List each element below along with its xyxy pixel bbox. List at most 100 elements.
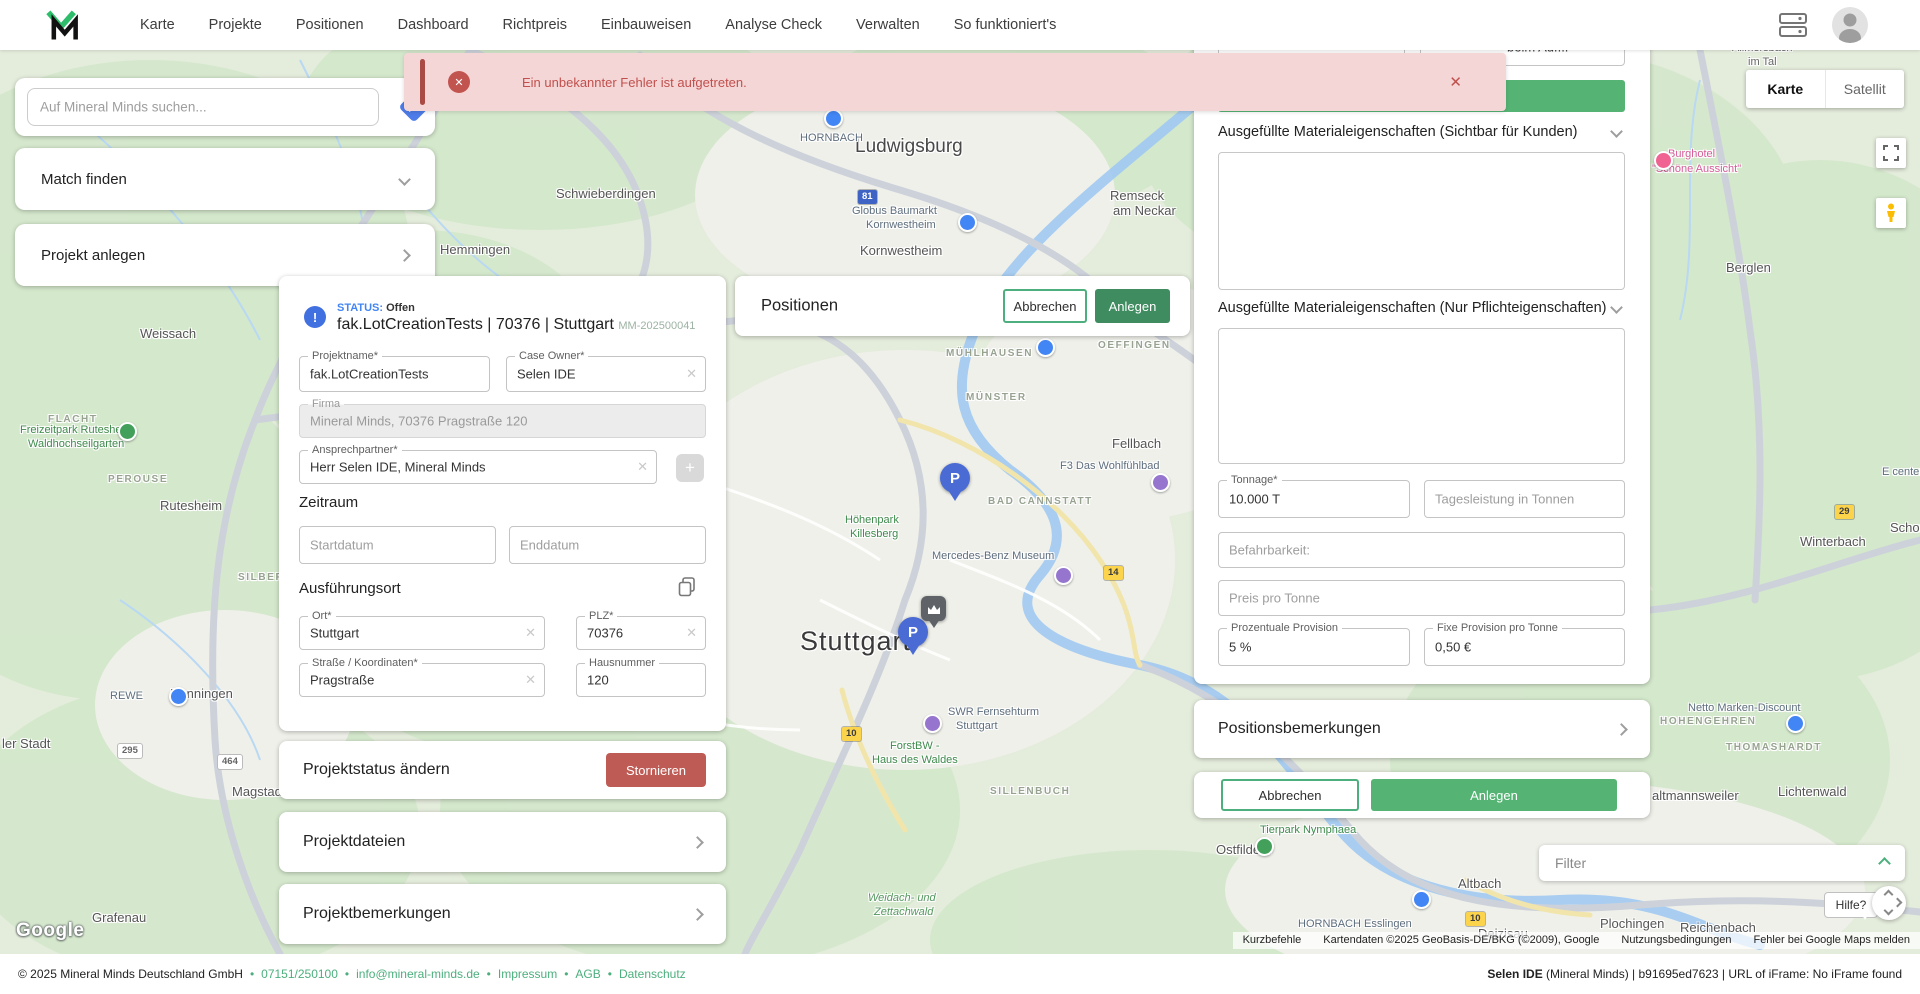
fehler-melden-link[interactable]: Fehler bei Google Maps melden	[1753, 934, 1910, 946]
hausnummer-field[interactable]: Hausnummer 120	[576, 656, 706, 697]
map-poi-marker[interactable]	[1036, 338, 1055, 357]
nav-item-richtpreis[interactable]: Richtpreis	[502, 17, 567, 33]
map-poi-marker[interactable]	[824, 109, 843, 128]
map-label: Rutesheim	[160, 498, 223, 513]
road-shield: 81	[858, 190, 877, 204]
map-pin-marker[interactable]: P	[940, 463, 970, 493]
footer-link-impressum[interactable]: Impressum	[497, 967, 558, 981]
positionen-abbrechen-button[interactable]: Abbrechen	[1003, 289, 1087, 323]
projektstatus-title: Projektstatus ändern	[303, 761, 450, 778]
plz-field[interactable]: PLZ* 70376 ✕	[576, 609, 706, 650]
google-logo[interactable]: Google	[16, 920, 85, 941]
user-avatar-icon[interactable]	[1832, 7, 1868, 43]
footer-link-07151-250100[interactable]: 07151/250100	[261, 967, 338, 981]
map-poi-marker[interactable]	[169, 687, 188, 706]
material-abbrechen-button[interactable]: Abbrechen	[1221, 779, 1359, 811]
map-poi-marker[interactable]	[958, 213, 977, 232]
clear-icon[interactable]: ✕	[686, 366, 697, 381]
map-poi-marker[interactable]	[1786, 714, 1805, 733]
nav-item-analyse-check[interactable]: Analyse Check	[725, 17, 823, 33]
clear-icon[interactable]: ✕	[686, 625, 697, 640]
prozentuale-provision-value: 5 %	[1229, 639, 1252, 655]
server-stack-icon[interactable]	[1776, 10, 1810, 45]
befahrbarkeit-placeholder: Befahrbarkeit:	[1229, 542, 1310, 558]
nav-item-einbauweisen[interactable]: Einbauweisen	[601, 17, 692, 33]
stornieren-button[interactable]: Stornieren	[606, 753, 706, 787]
map-type-satellit-button[interactable]: Satellit	[1824, 70, 1905, 108]
enddatum-input[interactable]: Enddatum	[509, 526, 706, 564]
map-poi-marker[interactable]	[1151, 473, 1170, 492]
nav-item-projekte[interactable]: Projekte	[208, 17, 262, 33]
clear-icon[interactable]: ✕	[637, 459, 648, 474]
positionen-anlegen-button[interactable]: Anlegen	[1095, 289, 1170, 323]
clear-icon[interactable]: ✕	[525, 672, 536, 687]
tagesleistung-input[interactable]: Tagesleistung in Tonnen	[1424, 480, 1625, 518]
clear-icon[interactable]: ✕	[525, 625, 536, 640]
befahrbarkeit-input[interactable]: Befahrbarkeit:	[1218, 532, 1625, 568]
match-finden-accordion[interactable]: Match finden	[15, 148, 435, 210]
map-poi-marker[interactable]	[1255, 837, 1274, 856]
search-input[interactable]: Auf Mineral Minds suchen...	[27, 88, 379, 126]
footer-link-agb[interactable]: AGB	[575, 967, 601, 981]
tonnage-field[interactable]: Tonnage* 10.000 T	[1218, 473, 1410, 518]
map-poi-marker[interactable]	[1654, 151, 1673, 170]
mineral-minds-logo-icon[interactable]	[42, 5, 82, 50]
copy-icon[interactable]	[677, 576, 697, 603]
nav-item-positionen[interactable]: Positionen	[295, 17, 364, 33]
hilfe-button[interactable]: Hilfe?	[1824, 892, 1878, 920]
chevron-up-icon	[1883, 889, 1894, 900]
material-anlegen-button[interactable]: Anlegen	[1371, 779, 1617, 811]
chevron-down-icon[interactable]	[1610, 301, 1623, 314]
projektname-field[interactable]: Projektname* fak.LotCreationTests	[299, 349, 490, 392]
chevron-down-icon[interactable]	[1610, 125, 1623, 138]
footer-separator: •	[344, 967, 350, 981]
nav-item-so-funktioniert-s[interactable]: So funktioniert's	[953, 17, 1057, 33]
map-pin-marker[interactable]: P	[898, 617, 928, 647]
footer-link-info-mineral-minds-de[interactable]: info@mineral-minds.de	[356, 967, 480, 981]
error-close-icon[interactable]: ✕	[1449, 74, 1462, 91]
map-poi-marker[interactable]	[118, 422, 137, 441]
positionsbemerkungen-card[interactable]: Positionsbemerkungen	[1194, 700, 1650, 758]
props-mandatory-box[interactable]	[1218, 328, 1625, 464]
nav-item-verwalten[interactable]: Verwalten	[856, 17, 920, 33]
prozentuale-provision-field[interactable]: Prozentuale Provision 5 %	[1218, 621, 1410, 666]
filter-panel[interactable]: Filter	[1539, 845, 1905, 881]
map-label: HORNBACH Esslingen	[1298, 918, 1412, 930]
footer-link-datenschutz[interactable]: Datenschutz	[618, 967, 686, 981]
add-contact-button[interactable]: +	[676, 454, 704, 482]
nutzungsbedingungen-link[interactable]: Nutzungsbedingungen	[1621, 934, 1732, 946]
road-shield: 29	[1835, 505, 1854, 519]
map-poi-marker[interactable]	[923, 714, 942, 733]
map-type-karte-button[interactable]: Karte	[1767, 81, 1804, 97]
nav-item-karte[interactable]: Karte	[140, 17, 175, 33]
projektbemerkungen-card[interactable]: Projektbemerkungen	[279, 884, 726, 944]
ort-field[interactable]: Ort* Stuttgart ✕	[299, 609, 545, 650]
map-dark-marker[interactable]	[921, 596, 946, 621]
plz-value: 70376	[587, 625, 624, 641]
projektdateien-card[interactable]: Projektdateien	[279, 812, 726, 872]
map-label: Stuttgart	[956, 720, 998, 732]
map-poi-marker[interactable]	[1054, 566, 1073, 585]
map-label: BAD CANNSTATT	[988, 496, 1093, 507]
pan-control[interactable]	[1872, 886, 1906, 920]
map-label: Schorndorf	[1890, 520, 1920, 535]
fullscreen-icon[interactable]	[1876, 138, 1906, 168]
footer-copyright: © 2025 Mineral Minds Deutschland GmbH	[18, 967, 243, 981]
startdatum-input[interactable]: Startdatum	[299, 526, 496, 564]
case-owner-field[interactable]: Case Owner* Selen IDE ✕	[506, 349, 706, 392]
strasse-field[interactable]: Straße / Koordinaten* Pragstraße ✕	[299, 656, 545, 697]
props-customers-box[interactable]	[1218, 152, 1625, 290]
projekt-anlegen-accordion[interactable]: Projekt anlegen	[15, 224, 435, 286]
ansprechpartner-field[interactable]: Ansprechpartner* Herr Selen IDE, Mineral…	[299, 443, 657, 484]
map-label: SWR Fernsehturm	[948, 706, 1040, 718]
fixe-provision-field[interactable]: Fixe Provision pro Tonne 0,50 €	[1424, 621, 1625, 666]
preis-input[interactable]: Preis pro Tonne	[1218, 580, 1625, 616]
hausnummer-label: Hausnummer	[585, 656, 660, 672]
map-poi-marker[interactable]	[1412, 890, 1431, 909]
fixe-provision-value: 0,50 €	[1435, 639, 1472, 655]
pegman-icon[interactable]	[1876, 198, 1906, 228]
footer: © 2025 Mineral Minds Deutschland GmbH • 07…	[0, 954, 1920, 994]
nav-item-dashboard[interactable]: Dashboard	[397, 17, 469, 33]
map-label: Altbach	[1458, 876, 1502, 891]
kurzbefehle-link[interactable]: Kurzbefehle	[1242, 934, 1302, 946]
